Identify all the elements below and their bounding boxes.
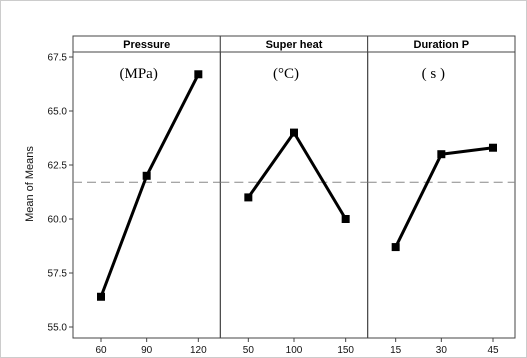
y-tick-label: 62.5 — [48, 161, 68, 172]
y-tick-label: 60.0 — [48, 215, 68, 226]
data-point — [142, 171, 151, 180]
x-tick-label: 120 — [190, 345, 207, 356]
x-tick-label: 30 — [436, 345, 448, 356]
data-point — [194, 70, 203, 79]
panel-1: Pressure (MPa) 60 90 120 — [72, 35, 221, 356]
data-point — [391, 243, 400, 252]
y-tick-label: 67.5 — [48, 53, 68, 64]
panel-title: Duration P — [414, 39, 470, 51]
panel-title: Pressure — [123, 39, 170, 51]
data-point — [437, 150, 446, 159]
y-axis-title: Mean of Means — [24, 146, 36, 222]
x-tick-label: 50 — [243, 345, 255, 356]
panel-title: Super heat — [266, 39, 323, 51]
panel-unit-label: (°C) — [273, 66, 299, 82]
y-axis: 55.0 57.5 60.0 62.5 65.0 67.5 — [48, 53, 73, 334]
data-point — [97, 292, 105, 301]
x-tick-label: 15 — [390, 345, 402, 356]
y-tick-label: 55.0 — [48, 323, 68, 334]
data-point — [290, 128, 298, 137]
y-tick-label: 57.5 — [48, 269, 68, 280]
panel-3: Duration P ( s ) 15 30 45 — [367, 35, 516, 356]
panel-unit-label: (MPa) — [120, 66, 158, 82]
x-tick-label: 100 — [286, 345, 303, 356]
data-point — [489, 143, 497, 152]
data-point — [341, 215, 350, 223]
data-point — [244, 193, 253, 202]
x-tick-label: 150 — [337, 345, 354, 356]
x-tick-label: 60 — [95, 345, 107, 356]
panel-unit-label: ( s ) — [422, 66, 445, 82]
y-tick-label: 65.0 — [48, 107, 68, 118]
x-tick-label: 45 — [487, 345, 499, 356]
panels: Pressure (MPa) 60 90 120 Super heat (°C) 50 100 1… — [72, 35, 516, 356]
panel-2: Super heat (°C) 50 100 150 — [219, 35, 369, 356]
x-tick-label: 90 — [141, 345, 153, 356]
